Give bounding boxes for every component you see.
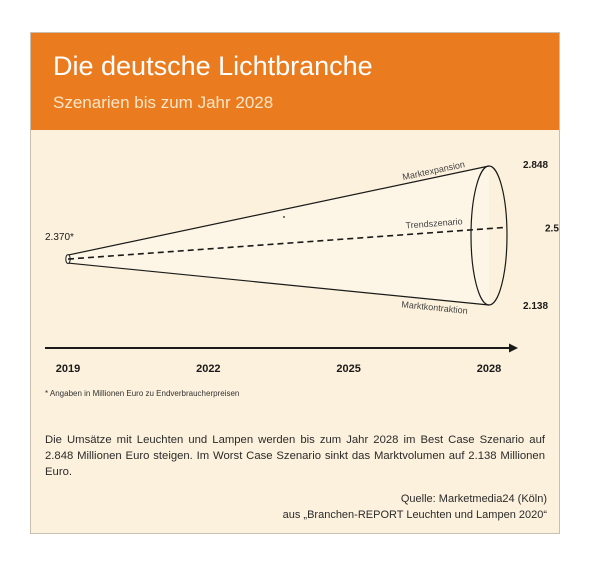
series-line-trendszenario [67, 226, 508, 260]
x-tick-label-2028: 2028 [477, 363, 501, 375]
footnote: * Angaben in Millionen Euro zu Endverbra… [45, 389, 240, 398]
series-line-marktkontraktion [67, 262, 490, 306]
series-label-trendszenario: Trendszenario [405, 216, 463, 230]
x-tick-label-2019: 2019 [56, 363, 80, 375]
scenario-chart: MarktexpansionTrendszenarioMarktkontrakt… [45, 159, 559, 375]
infographic-card: Die deutsche Lichtbranche Szenarien bis … [30, 32, 560, 534]
page-subtitle: Szenarien bis zum Jahr 2028 [53, 93, 274, 112]
funnel-end-ellipse [470, 165, 508, 306]
stray-dot [283, 216, 285, 218]
header-banner: Die deutsche Lichtbranche Szenarien bis … [31, 33, 559, 130]
x-tick-label-2025: 2025 [336, 363, 360, 375]
time-axis-arrowhead [509, 343, 518, 353]
series-line-marktexpansion [67, 165, 490, 256]
x-tick-label-2022: 2022 [196, 363, 220, 375]
end-value-marktkontraktion: 2.138 [523, 301, 548, 312]
start-value-label: 2.370* [45, 232, 74, 243]
source-publication: aus „Branchen-REPORT Leuchten und Lampen… [282, 509, 547, 521]
end-value-trendszenario: 2.535 [545, 223, 559, 234]
page-title: Die deutsche Lichtbranche [53, 51, 373, 81]
summary-text: Die Umsätze mit Leuchten und Lampen werd… [45, 434, 545, 478]
end-value-marktexpansion: 2.848 [523, 160, 548, 171]
source-line: Quelle: Marketmedia24 (Köln) [400, 493, 547, 505]
funnel-area [68, 166, 489, 305]
